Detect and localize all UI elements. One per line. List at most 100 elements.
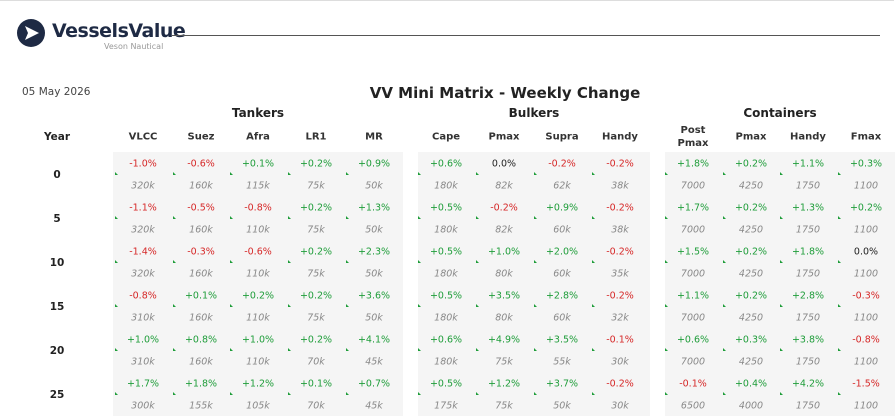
vessel-value: 110k xyxy=(246,312,270,324)
weekly-change: -0.3% xyxy=(852,290,880,302)
weekly-change: -0.8% xyxy=(852,334,880,346)
corner-marker xyxy=(592,392,595,395)
vessel-value: 115k xyxy=(246,180,270,192)
vessel-value: 50k xyxy=(365,180,383,192)
corner-marker xyxy=(346,216,349,219)
corner-marker xyxy=(173,304,176,307)
corner-marker xyxy=(115,304,118,307)
vessel-value: 310k xyxy=(131,356,155,368)
weekly-change: +0.5% xyxy=(429,246,463,258)
vessel-value: 4250 xyxy=(738,312,764,324)
vessel-value: 80k xyxy=(495,268,513,280)
weekly-change: +0.2% xyxy=(299,158,333,170)
weekly-change: +0.8% xyxy=(184,334,218,346)
vessel-value: 45k xyxy=(365,400,383,412)
corner-marker xyxy=(723,216,726,219)
group-header: Tankers xyxy=(231,106,285,120)
vessel-value: 75k xyxy=(495,356,513,368)
corner-marker xyxy=(592,172,595,175)
weekly-change: +2.3% xyxy=(357,246,391,258)
weekly-change: +0.2% xyxy=(299,334,333,346)
weekly-change: +2.0% xyxy=(545,246,579,258)
year-label: 15 xyxy=(49,301,65,313)
weekly-change: -0.6% xyxy=(244,246,272,258)
vessel-value: 50k xyxy=(365,268,383,280)
vessel-value: 38k xyxy=(611,224,629,236)
year-label: 25 xyxy=(49,389,65,401)
weekly-change: +0.7% xyxy=(357,378,391,390)
corner-marker xyxy=(665,260,668,263)
weekly-change: +1.0% xyxy=(126,334,160,346)
corner-marker xyxy=(230,216,233,219)
weekly-change: +1.1% xyxy=(676,290,710,302)
vessel-value: 7000 xyxy=(680,180,706,192)
corner-marker xyxy=(288,172,291,175)
vessel-value: 4250 xyxy=(738,356,764,368)
weekly-change: -1.0% xyxy=(129,158,157,170)
vessel-value: 82k xyxy=(495,180,513,192)
weekly-change: +0.5% xyxy=(429,202,463,214)
corner-marker xyxy=(288,348,291,351)
weekly-change: +0.5% xyxy=(429,378,463,390)
vessel-value: 180k xyxy=(434,268,458,280)
corner-marker xyxy=(346,392,349,395)
corner-marker xyxy=(288,216,291,219)
weekly-change: +3.7% xyxy=(545,378,579,390)
corner-marker xyxy=(723,304,726,307)
corner-marker xyxy=(592,348,595,351)
corner-marker xyxy=(534,348,537,351)
corner-marker xyxy=(346,348,349,351)
weekly-change: +2.8% xyxy=(545,290,579,302)
weekly-change: -1.1% xyxy=(129,202,157,214)
corner-marker xyxy=(665,348,668,351)
year-label: 20 xyxy=(49,345,65,357)
corner-marker xyxy=(723,348,726,351)
year-header: Year xyxy=(43,131,71,143)
vessel-value: 62k xyxy=(553,180,571,192)
vessel-value: 160k xyxy=(189,224,213,236)
column-header: Pmax xyxy=(488,131,520,143)
top-border xyxy=(0,0,894,1)
corner-marker xyxy=(476,392,479,395)
weekly-change: +2.8% xyxy=(791,290,825,302)
corner-marker xyxy=(780,172,783,175)
vessel-value: 1750 xyxy=(795,312,821,324)
corner-marker xyxy=(476,348,479,351)
weekly-change: 0.0% xyxy=(853,246,879,258)
weekly-change: -1.5% xyxy=(852,378,880,390)
vessel-value: 50k xyxy=(553,400,571,412)
weekly-change: -0.1% xyxy=(679,378,707,390)
vessel-value: 50k xyxy=(365,312,383,324)
weekly-change: +0.3% xyxy=(734,334,768,346)
weekly-change: +0.6% xyxy=(429,334,463,346)
vessel-value: 160k xyxy=(189,356,213,368)
corner-marker xyxy=(173,172,176,175)
corner-marker xyxy=(288,392,291,395)
weekly-change: 0.0% xyxy=(491,158,517,170)
vessel-value: 50k xyxy=(365,224,383,236)
weekly-change: +3.6% xyxy=(357,290,391,302)
weekly-change: -0.2% xyxy=(490,202,518,214)
vessel-value: 4250 xyxy=(738,224,764,236)
corner-marker xyxy=(476,172,479,175)
corner-marker xyxy=(723,260,726,263)
vessel-value: 75k xyxy=(307,312,325,324)
vessel-value: 180k xyxy=(434,180,458,192)
column-header: Supra xyxy=(545,131,579,143)
weekly-change: -0.2% xyxy=(606,378,634,390)
vessel-value: 320k xyxy=(131,268,155,280)
weekly-change: +1.1% xyxy=(791,158,825,170)
vessel-value: 1750 xyxy=(795,224,821,236)
weekly-change: +0.1% xyxy=(241,158,275,170)
corner-marker xyxy=(838,172,841,175)
vessel-value: 1750 xyxy=(795,268,821,280)
vessel-value: 7000 xyxy=(680,268,706,280)
vessel-value: 300k xyxy=(131,400,155,412)
header-rule xyxy=(172,35,880,36)
weekly-change: +4.9% xyxy=(487,334,521,346)
group-background xyxy=(113,152,403,416)
corner-marker xyxy=(288,260,291,263)
column-header: Afra xyxy=(246,131,270,143)
year-label: 0 xyxy=(53,169,61,181)
vessel-value: 38k xyxy=(611,180,629,192)
